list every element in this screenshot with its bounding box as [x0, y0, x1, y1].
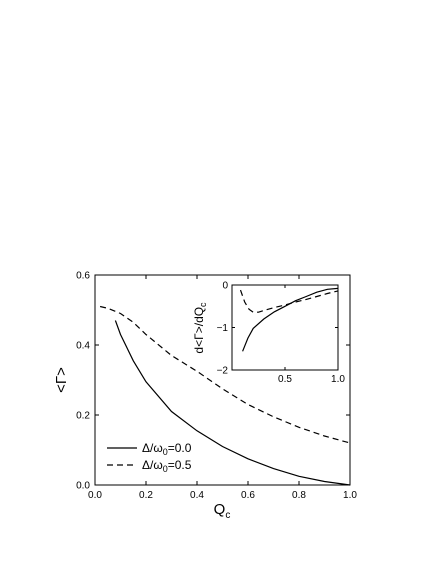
main-plot-frame — [94, 274, 351, 486]
main-x-tick-label: 0.6 — [241, 490, 255, 501]
main-x-tick-label: 0.2 — [139, 490, 153, 501]
main-x-tick-label: 1.0 — [343, 490, 357, 501]
main-y-axis-label: <Γ> — [53, 367, 70, 393]
legend: Δ/ω0=0.0 Δ/ω0=0.5 — [107, 441, 192, 474]
inset-y-ticks: 0 −1 −2 — [217, 281, 338, 377]
main-y-tick-label: 0.6 — [76, 271, 90, 282]
inset-y-tick-label: 0 — [222, 281, 228, 292]
main-x-tick-label: 0.4 — [190, 490, 204, 501]
main-x-ticks: 0.0 0.2 0.4 0.6 0.8 1.0 — [88, 275, 357, 501]
main-series — [99, 305, 351, 486]
inset-series — [239, 287, 339, 352]
legend-label-solid: Δ/ω0=0.0 — [142, 441, 192, 457]
inset-y-axis-label: d<Γ>/dQc — [192, 302, 208, 354]
inset-plot-background — [232, 285, 338, 370]
main-x-tick-label: 0.0 — [88, 490, 102, 501]
inset-x-tick-label: 1.0 — [331, 374, 345, 385]
main-y-tick-label: 0.4 — [76, 341, 90, 352]
inset-y-tick-label: −2 — [217, 366, 229, 377]
inset-series-line-dashed — [239, 289, 339, 313]
inset-x-tick-label: 0.5 — [278, 374, 292, 385]
main-y-tick-label: 0.2 — [76, 411, 90, 422]
inset-series-line-solid — [242, 287, 339, 352]
main-series-line-dashed — [99, 305, 351, 444]
inset-y-tick-label: −1 — [217, 323, 229, 334]
legend-label-dashed: Δ/ω0=0.5 — [142, 458, 192, 474]
main-series-line-solid — [114, 320, 351, 486]
main-x-tick-label: 0.8 — [292, 490, 306, 501]
main-y-tick-label: 0.0 — [76, 481, 90, 492]
main-x-axis-label: Qc — [214, 501, 231, 521]
